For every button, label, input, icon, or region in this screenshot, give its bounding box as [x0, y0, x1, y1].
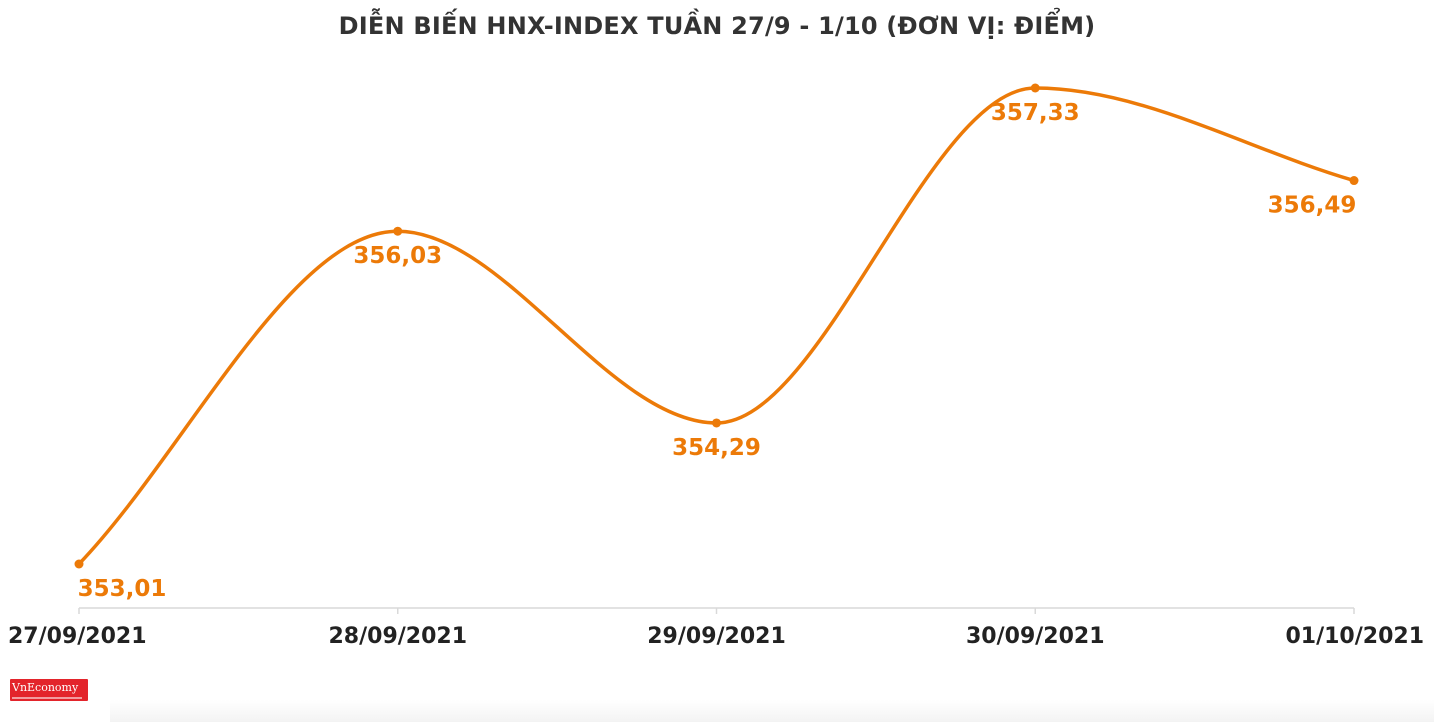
data-label: 356,49	[1268, 193, 1357, 219]
logo-text: VnEconomy	[12, 681, 79, 694]
value-labels: 353,01 356,03 354,29 357,33 356,49	[78, 100, 1357, 602]
chart-title: DIỄN BIẾN HNX-INDEX TUẦN 27/9 - 1/10 (ĐƠ…	[338, 12, 1096, 40]
data-label: 357,33	[991, 100, 1080, 126]
data-point	[74, 559, 84, 569]
x-tick-labels: 27/09/2021 28/09/2021 29/09/2021 30/09/2021…	[8, 624, 1424, 649]
x-tick-label: 28/09/2021	[328, 624, 467, 649]
data-point	[393, 226, 403, 236]
data-points	[74, 83, 1359, 569]
data-point	[712, 418, 721, 428]
data-label: 353,01	[78, 576, 167, 602]
x-tick-label: 27/09/2021	[8, 624, 147, 649]
x-tick-label: 30/09/2021	[966, 624, 1105, 649]
x-tick-label: 29/09/2021	[647, 624, 786, 649]
vneconomy-logo: VnEconomy	[10, 679, 88, 701]
x-tick-label: 01/10/2021	[1285, 624, 1424, 649]
logo-tagline-bar	[12, 697, 82, 699]
data-point	[1349, 176, 1359, 186]
data-point	[1030, 83, 1040, 93]
footer-band	[110, 700, 1434, 722]
data-label: 354,29	[672, 435, 761, 461]
data-label: 356,03	[353, 243, 442, 269]
x-axis-ticks	[78, 608, 1355, 614]
series-line	[77, 86, 1356, 566]
